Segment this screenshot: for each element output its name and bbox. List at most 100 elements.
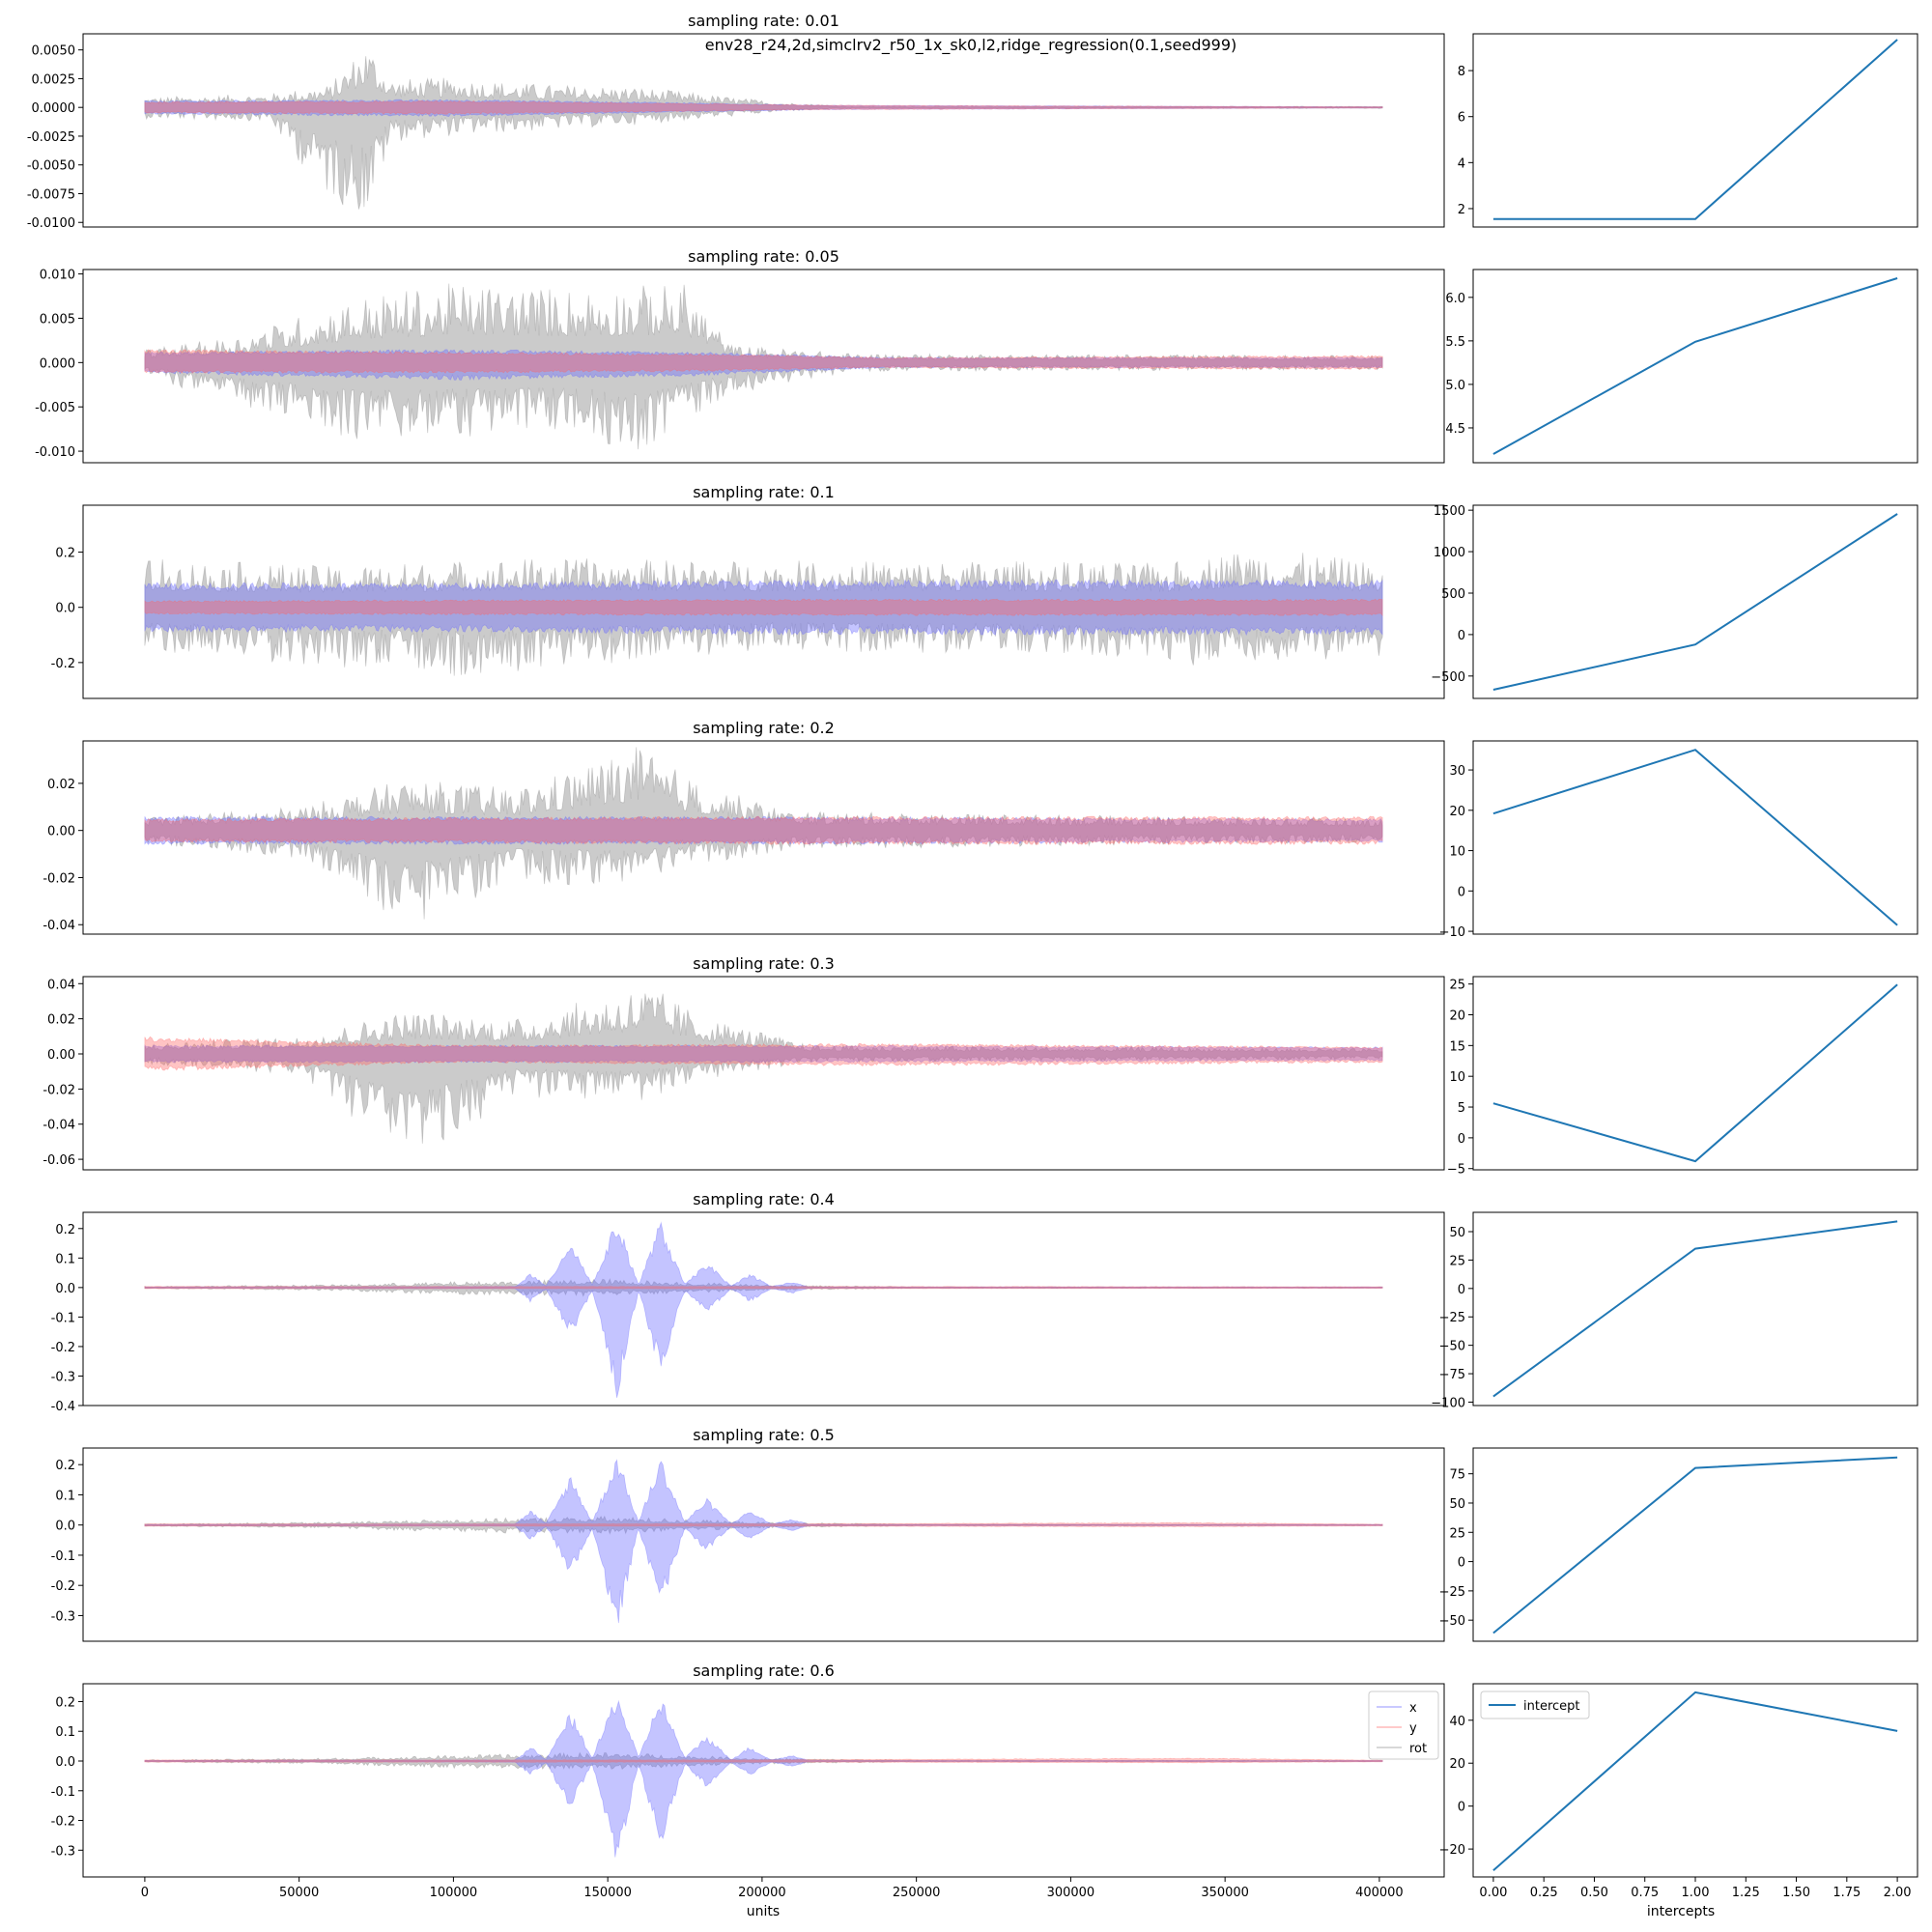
- axes-frame: [82, 740, 1445, 935]
- series-intercept-line: [1492, 277, 1898, 455]
- y-tick-label: -0.2: [51, 1579, 75, 1594]
- legend-frame: [1368, 1690, 1439, 1760]
- panel-title: sampling rate: 0.2: [693, 719, 835, 737]
- y-tick-label: −20: [1439, 1843, 1465, 1858]
- y-tick-label: 0.2: [55, 1459, 75, 1473]
- y-tick-label: -0.4: [51, 1400, 75, 1414]
- y-tick-label: -0.0100: [27, 216, 75, 231]
- y-tick-label: −25: [1439, 1311, 1465, 1325]
- x-tick-label: 0.75: [1631, 1886, 1659, 1900]
- series-y-band: [144, 598, 1383, 617]
- series-y-band: [144, 1286, 1383, 1290]
- x-tick-label: 200000: [738, 1886, 786, 1900]
- axes-frame: [82, 504, 1445, 699]
- signal-panel-7: sampling rate: 0.6 -0.3 -0.2 -0.1 0.0 0.1 0.2 0…: [51, 1662, 1445, 1900]
- axes-frame: [1472, 740, 1918, 935]
- y-tick-label: -0.3: [51, 1609, 75, 1624]
- x-tick-label: 1.75: [1833, 1886, 1861, 1900]
- plot-area: [144, 993, 1383, 1144]
- intercept-panel-9: 4.5 5.0 5.5 6.0: [1445, 269, 1918, 464]
- y-tick-label: 30: [1449, 764, 1465, 779]
- y-tick-label: -0.0075: [27, 187, 75, 202]
- y-tick-label: -0.3: [51, 1844, 75, 1859]
- y-tick-label: 0.00: [47, 1048, 75, 1063]
- y-tick-label: 50: [1449, 1226, 1465, 1240]
- series-x-band: [144, 578, 1383, 637]
- panel-title: sampling rate: 0.05: [688, 247, 839, 266]
- y-tick-label: −5: [1447, 1163, 1465, 1178]
- y-tick-label: -0.04: [43, 919, 75, 933]
- y-tick-label: 5.5: [1445, 335, 1465, 350]
- y-tick-label: −50: [1439, 1614, 1465, 1629]
- y-tick-label: 10: [1449, 845, 1465, 860]
- series-x-band: [144, 815, 1383, 846]
- y-tick-label: 20: [1449, 1009, 1465, 1023]
- x-tick-label: 250000: [893, 1886, 941, 1900]
- series-y-band: [144, 349, 1383, 374]
- x-tick-label: 300000: [1047, 1886, 1095, 1900]
- x-tick-label: 0.25: [1530, 1886, 1558, 1900]
- series-intercept-line: [1492, 513, 1898, 691]
- intercept-panel-8: 2 4 6 8: [1458, 33, 1918, 228]
- panel-title: sampling rate: 0.3: [693, 954, 835, 973]
- y-tick-label: 0.1: [55, 1252, 75, 1266]
- x-tick-label: 1.00: [1682, 1886, 1710, 1900]
- y-tick-label: -0.1: [51, 1311, 75, 1325]
- y-tick-label: −25: [1439, 1585, 1465, 1600]
- y-tick-label: 1500: [1434, 504, 1465, 519]
- x-tick-label: 1.50: [1782, 1886, 1810, 1900]
- y-tick-label: 25: [1449, 979, 1465, 993]
- legend-label-y: y: [1409, 1721, 1417, 1736]
- y-tick-label: 0.0000: [32, 101, 76, 116]
- y-tick-label: -0.04: [43, 1119, 75, 1133]
- series-rot-band: [144, 1278, 1383, 1297]
- y-tick-label: 4.5: [1445, 422, 1465, 437]
- y-tick-label: 5.0: [1445, 379, 1465, 393]
- y-tick-label: −50: [1439, 1340, 1465, 1354]
- right-x-axis-label: intercepts: [1647, 1904, 1715, 1919]
- series-x-band: [144, 1459, 1383, 1624]
- y-tick-label: −500: [1431, 670, 1465, 685]
- x-tick-label: 50000: [279, 1886, 319, 1900]
- series-intercept-line: [1492, 983, 1898, 1163]
- y-tick-label: 25: [1449, 1526, 1465, 1541]
- y-tick-label: -0.0050: [27, 159, 75, 174]
- y-tick-label: -0.02: [43, 1083, 75, 1097]
- x-tick-label: 0.50: [1580, 1886, 1608, 1900]
- series-intercept-line: [1492, 1456, 1898, 1634]
- y-tick-label: 0.02: [47, 778, 75, 792]
- x-tick-label: 0.00: [1479, 1886, 1507, 1900]
- series-x-band: [144, 1221, 1383, 1398]
- y-tick-label: 5: [1458, 1101, 1465, 1116]
- series-intercept-line: [1492, 749, 1898, 926]
- y-tick-label: -0.2: [51, 1341, 75, 1355]
- y-tick-label: -0.02: [43, 871, 75, 886]
- intercept-panel-12: −5 0 5 10 15 20 25: [1447, 976, 1918, 1178]
- intercept-panel-13: −100 −75 −50 −25 0 25 50: [1431, 1211, 1918, 1410]
- y-tick-label: −100: [1431, 1396, 1465, 1410]
- y-tick-label: 0.0: [55, 1520, 75, 1534]
- series-rot-band: [144, 1515, 1383, 1535]
- y-tick-label: 0: [1458, 885, 1465, 899]
- plot-area: [144, 1221, 1383, 1398]
- y-tick-label: −75: [1439, 1368, 1465, 1382]
- intercept-panel-14: −50 −25 0 25 50 75: [1439, 1447, 1918, 1642]
- series-x-band: [144, 1699, 1383, 1858]
- y-tick-label: -0.2: [51, 1815, 75, 1830]
- y-tick-label: -0.06: [43, 1153, 75, 1168]
- y-tick-label: 50: [1449, 1497, 1465, 1512]
- y-tick-label: 0: [1458, 1132, 1465, 1147]
- signal-panel-1: sampling rate: 0.05 -0.010 -0.005 0.000 0.00…: [35, 247, 1445, 464]
- series-y-band: [144, 1757, 1383, 1764]
- signal-panel-6: sampling rate: 0.5 -0.3 -0.2 -0.1 0.0 0.1 0.2: [51, 1426, 1445, 1642]
- y-tick-label: 4: [1458, 156, 1465, 171]
- y-tick-label: 0.0: [55, 1282, 75, 1296]
- y-tick-label: −10: [1439, 925, 1465, 940]
- panel-title: sampling rate: 0.1: [693, 483, 835, 501]
- series-rot-band: [144, 283, 1383, 450]
- y-tick-label: 0: [1458, 1556, 1465, 1571]
- y-tick-label: 0.000: [40, 356, 75, 371]
- series-x-band: [144, 349, 1383, 382]
- y-tick-label: 20: [1449, 1757, 1465, 1772]
